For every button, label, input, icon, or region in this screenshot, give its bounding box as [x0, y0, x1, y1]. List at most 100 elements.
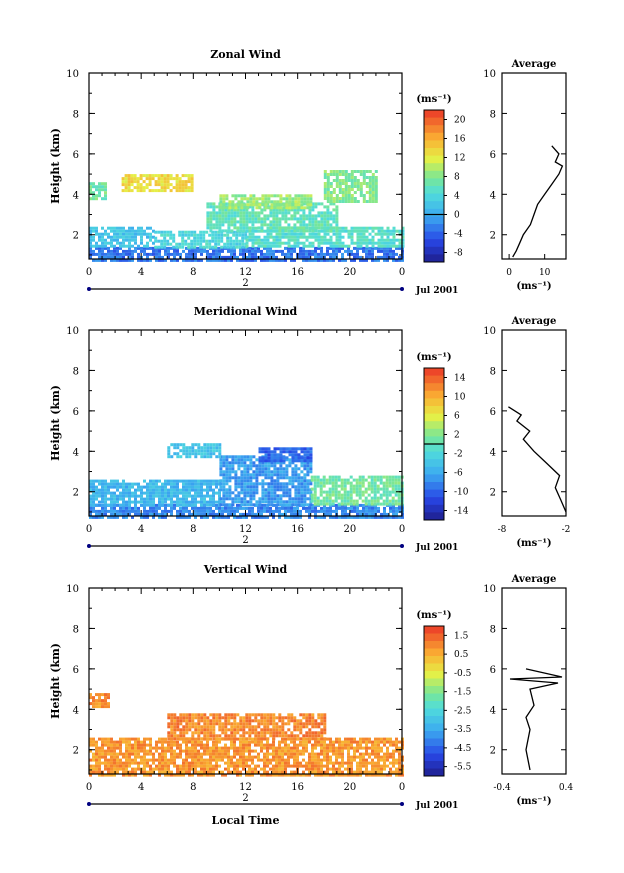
data-cell — [218, 211, 222, 215]
data-cell — [202, 245, 206, 249]
data-cell — [209, 773, 212, 777]
data-cell — [218, 764, 221, 768]
data-cell — [386, 241, 390, 245]
data-cell — [380, 229, 384, 233]
data-cell — [300, 461, 304, 465]
data-cell — [188, 494, 191, 498]
data-cell — [104, 743, 107, 747]
data-cell — [329, 241, 333, 245]
data-cell — [104, 758, 107, 762]
data-cell — [353, 179, 357, 182]
data-cell — [170, 509, 173, 513]
data-cell — [368, 515, 371, 519]
data-cell — [131, 761, 134, 765]
data-cell — [383, 743, 386, 747]
data-cell — [92, 752, 95, 756]
data-cell — [182, 494, 185, 498]
data-cell — [226, 236, 230, 240]
data-cell — [296, 506, 299, 510]
data-cell — [251, 755, 254, 759]
data-cell — [386, 737, 389, 741]
data-cell — [308, 740, 311, 744]
data-cell — [395, 244, 399, 248]
data-cell — [255, 488, 259, 492]
data-cell — [350, 238, 354, 242]
colorbar-tick-label: 0 — [454, 211, 460, 221]
data-cell — [276, 503, 280, 507]
data-cell — [370, 487, 374, 491]
data-cell — [359, 185, 363, 188]
colorbar-swatch — [424, 489, 444, 498]
data-cell — [149, 491, 152, 495]
data-cell — [296, 752, 299, 756]
data-cell — [302, 241, 306, 245]
data-cell — [374, 515, 377, 519]
data-cell — [215, 500, 218, 504]
data-cell — [386, 252, 389, 256]
data-cell — [110, 244, 113, 248]
data-cell — [275, 509, 278, 513]
data-cell — [365, 737, 368, 741]
data-cell — [300, 203, 304, 207]
data-cell — [398, 752, 401, 756]
data-cell — [188, 764, 191, 768]
data-cell — [263, 503, 266, 507]
data-cell — [245, 740, 248, 744]
data-cell — [359, 235, 363, 239]
data-cell — [161, 482, 164, 486]
colorbar-tick-label: -14 — [454, 507, 469, 517]
data-cell — [323, 512, 326, 516]
data-cell — [239, 725, 243, 729]
data-cell — [98, 479, 101, 483]
colorbar-swatch — [424, 421, 444, 430]
data-cell — [293, 719, 297, 723]
data-cell — [332, 770, 335, 774]
colorbar-tick-label: 2 — [454, 431, 460, 441]
data-cell — [323, 506, 326, 510]
data-cell — [392, 232, 396, 236]
data-cell — [101, 509, 104, 513]
data-cell — [122, 755, 125, 759]
data-cell — [386, 512, 389, 516]
data-cell — [356, 244, 360, 248]
data-cell — [158, 479, 161, 483]
data-cell — [122, 241, 125, 245]
data-cell — [143, 509, 146, 513]
data-cell — [245, 217, 249, 221]
data-cell — [370, 490, 374, 494]
data-cell — [391, 499, 395, 503]
data-cell — [365, 764, 368, 768]
data-cell — [107, 770, 110, 774]
data-cell — [356, 515, 359, 519]
data-cell — [188, 746, 191, 750]
data-cell — [343, 496, 347, 500]
data-cell — [254, 719, 258, 723]
data-cell — [314, 220, 318, 224]
data-cell — [140, 229, 143, 233]
data-cell — [191, 755, 194, 759]
data-cell — [173, 252, 176, 256]
data-cell — [278, 241, 282, 245]
data-cell — [170, 725, 174, 729]
data-cell — [92, 185, 95, 189]
data-cell — [362, 229, 366, 233]
data-cell — [158, 755, 161, 759]
data-cell — [343, 493, 347, 497]
data-cell — [176, 497, 179, 501]
data-cell — [362, 179, 366, 182]
data-cell — [206, 515, 209, 519]
data-cell — [293, 722, 297, 726]
data-cell — [364, 478, 368, 482]
data-cell — [152, 235, 155, 239]
data-cell — [276, 488, 280, 492]
data-cell — [185, 740, 188, 744]
data-cell — [212, 515, 215, 519]
data-cell — [191, 506, 194, 510]
data-cell — [263, 229, 267, 233]
data-cell — [182, 725, 186, 729]
data-cell — [355, 499, 359, 503]
data-cell — [218, 443, 222, 447]
data-cell — [279, 194, 283, 198]
colorbar-swatch — [424, 186, 444, 195]
data-cell — [158, 494, 161, 498]
